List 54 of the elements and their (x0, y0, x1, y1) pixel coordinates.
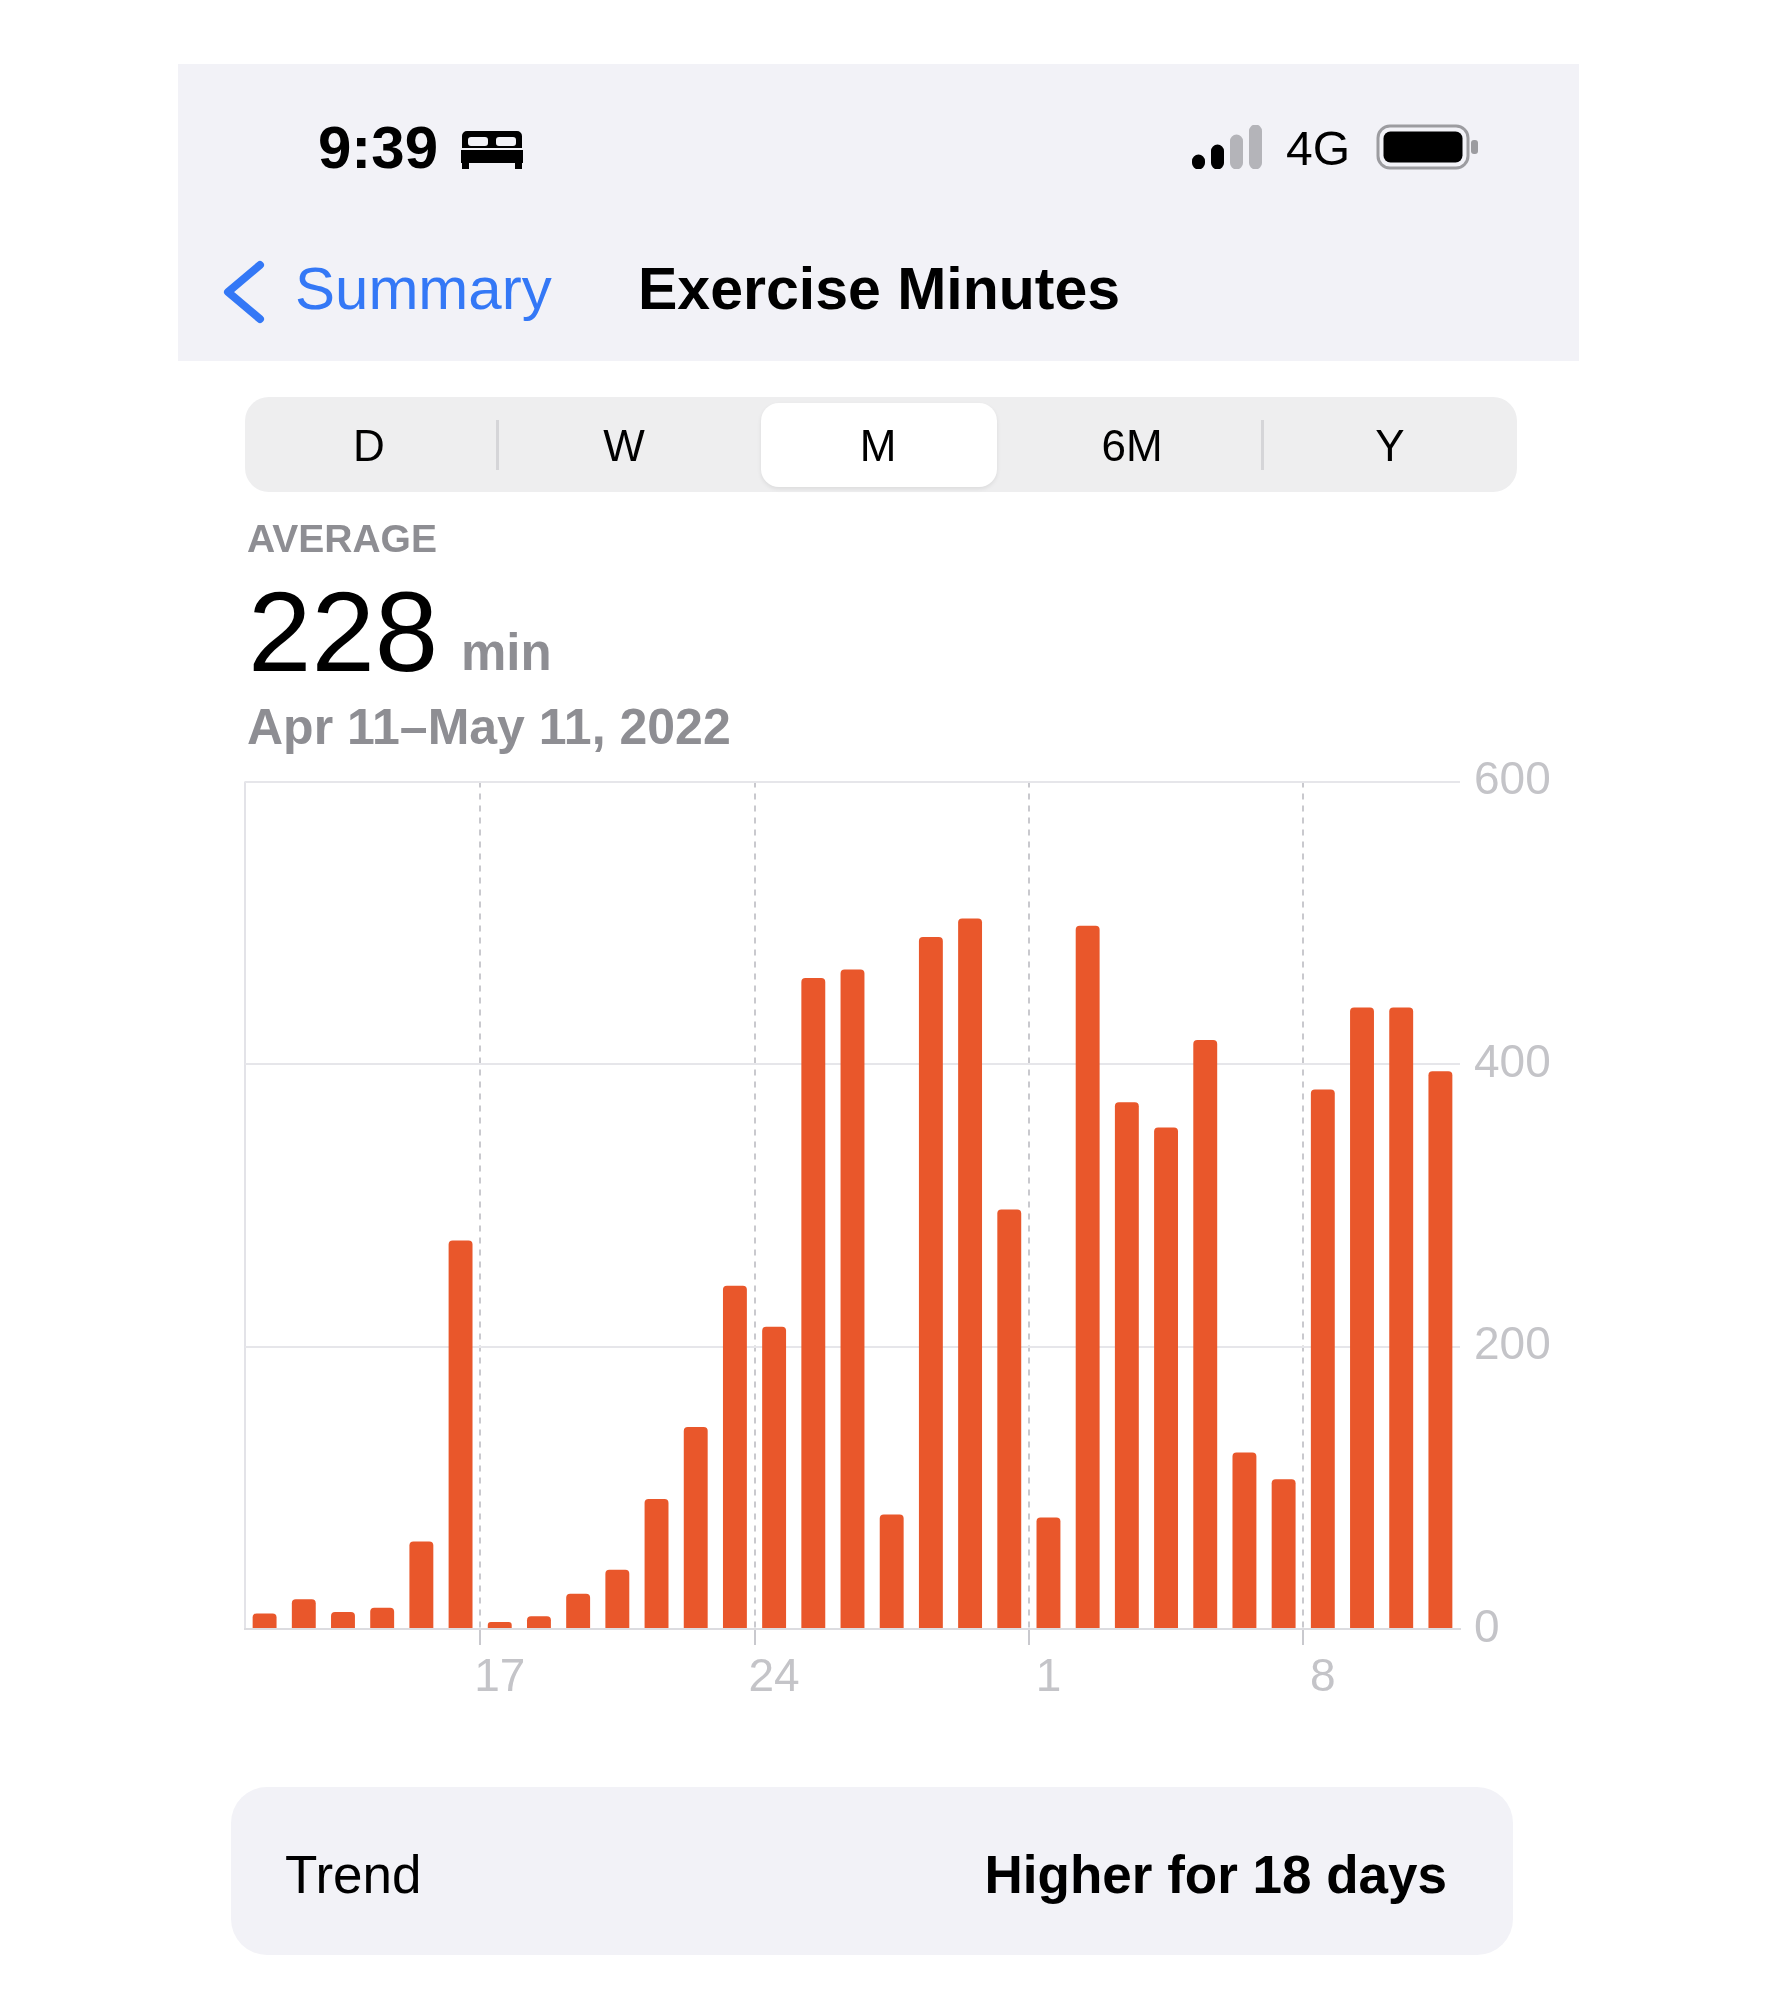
bar (1271, 1479, 1296, 1628)
bar (527, 1616, 551, 1628)
text: AVERAGE (247, 516, 437, 560)
text: W (603, 420, 645, 470)
y-tick-label: 200 (1474, 1317, 1551, 1370)
bar (644, 1499, 669, 1628)
text: Y (1375, 420, 1405, 470)
bar (409, 1541, 434, 1628)
bar (331, 1612, 355, 1628)
bar (918, 936, 943, 1628)
bar (370, 1607, 395, 1628)
y-tick-label: 400 (1474, 1034, 1551, 1087)
bar (1075, 925, 1100, 1628)
text: 6M (1101, 420, 1163, 470)
y-tick-label: 0 (1474, 1599, 1500, 1652)
bar (840, 969, 865, 1628)
x-tick-label: 8 (1310, 1649, 1336, 1702)
bar (605, 1569, 630, 1628)
bar (958, 918, 983, 1628)
text: Higher for 18 days (984, 1845, 1447, 1905)
text: Summary (295, 255, 552, 323)
bar (1389, 1007, 1414, 1628)
text: D (353, 420, 385, 470)
bar (997, 1209, 1022, 1628)
bar (879, 1514, 904, 1628)
bar (1154, 1127, 1178, 1628)
bar (1310, 1089, 1335, 1628)
x-tick-label: 1 (1035, 1649, 1062, 1702)
bar (566, 1593, 591, 1628)
y-tick-label: 600 (1474, 752, 1551, 805)
text: 9:39 (318, 114, 439, 182)
bar (683, 1427, 708, 1628)
bar (1193, 1040, 1218, 1628)
bar (291, 1599, 316, 1628)
text: min (461, 623, 552, 681)
x-tick-label: 24 (748, 1649, 800, 1702)
bar (1036, 1517, 1061, 1628)
text: 228 (248, 568, 439, 696)
x-tick-label: 17 (474, 1649, 526, 1702)
bar (1428, 1071, 1453, 1628)
chart-title: Exercise Minutes (638, 256, 1121, 323)
bar (1114, 1102, 1139, 1628)
bar (1232, 1452, 1257, 1628)
bar (487, 1621, 512, 1628)
text: M (859, 420, 897, 470)
bar (1350, 1007, 1374, 1628)
chart-subtitle: Apr 11–May 11, 2022 (247, 698, 731, 755)
bar (722, 1285, 747, 1628)
text: Trend (285, 1845, 422, 1905)
bar (448, 1240, 473, 1628)
bar (762, 1326, 787, 1628)
bar (252, 1613, 277, 1628)
bar (801, 977, 826, 1628)
text: 4G (1286, 122, 1351, 176)
